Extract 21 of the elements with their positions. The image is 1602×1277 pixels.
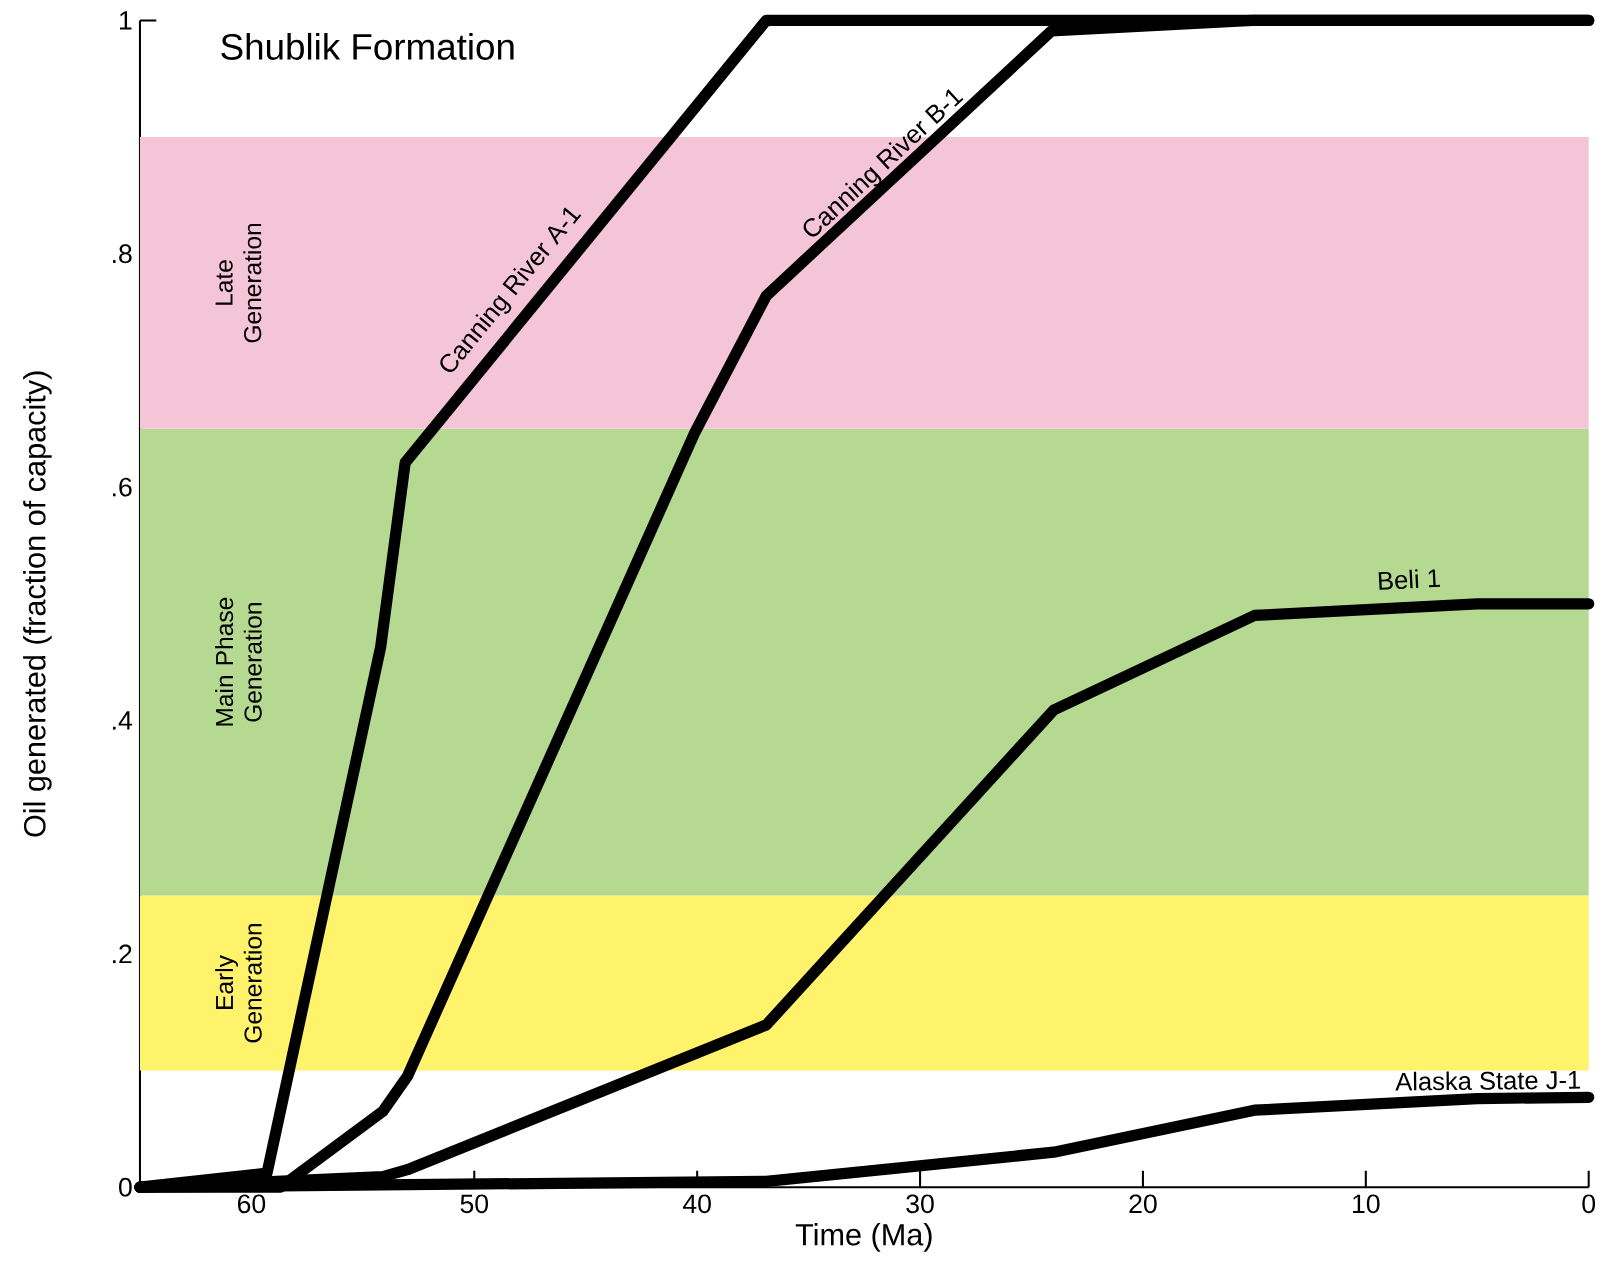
x-tick-label: 0 (1582, 1194, 1596, 1214)
y-axis-title: Oil generated (fraction of capacity) (23, 371, 52, 837)
x-axis-title: Time (Ma) (795, 1223, 932, 1252)
chart-title: Shublik Formation (221, 32, 514, 60)
y-tick-label: .6 (113, 477, 132, 497)
x-tick-label: 10 (1353, 1194, 1380, 1214)
series-label: Alaska State J-1 (1395, 1071, 1581, 1091)
y-tick-label: .4 (113, 711, 132, 730)
band-label: Main Phase Generation (215, 597, 262, 726)
x-tick-label: 40 (683, 1194, 711, 1214)
y-tick-label: 1 (120, 11, 132, 30)
y-tick-label: .8 (113, 244, 132, 264)
band-label: Early Generation (215, 923, 262, 1043)
x-tick-label: 20 (1129, 1194, 1157, 1214)
x-tick-label: 30 (906, 1194, 934, 1214)
band-label: Late Generation (215, 223, 262, 343)
y-tick-label: 0 (119, 1177, 132, 1197)
x-tick-label: 50 (460, 1194, 489, 1214)
series-label: Beli 1 (1378, 569, 1441, 590)
x-tick-label: 60 (237, 1194, 266, 1214)
y-tick-label: .2 (113, 944, 132, 964)
